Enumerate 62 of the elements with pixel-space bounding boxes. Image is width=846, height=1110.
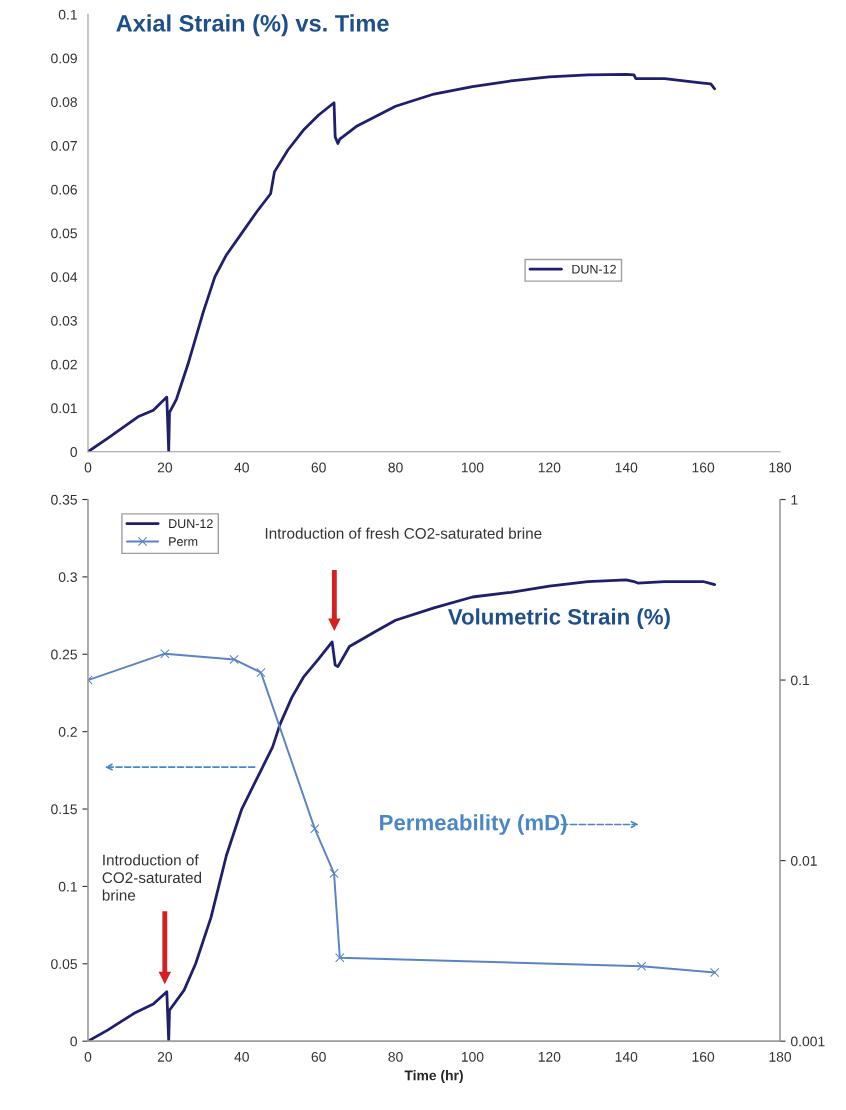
y-tick-label: 0.25 [51,649,77,660]
point [636,961,647,971]
y-tick-label: 0.01 [51,403,77,414]
chart-title: Axial Strain (%) vs. Time [116,14,389,37]
legend-label: Perm [169,537,198,546]
y2-tick-label: 0.01 [790,855,817,866]
y-tick-label: 0 [70,1036,78,1047]
x-tick-label: 80 [388,1051,403,1062]
y-tick-label: 0.09 [51,53,77,64]
point [160,648,170,659]
y-tick-label: 0.35 [51,494,77,505]
y-tick-label: 0.05 [51,959,77,969]
x-tick-label: 20 [157,1051,173,1062]
point [310,824,320,834]
point [709,967,720,978]
line-series [87,578,717,1042]
y-tick-label: 0.1 [58,881,77,892]
point [256,667,266,678]
y2-tick-label: 0.001 [790,1036,825,1047]
x-tick-label: 100 [461,1051,484,1062]
x-tick-label: 0 [84,462,92,473]
x-tick-label: 120 [538,462,561,473]
annotation: Introduction of fresh CO2-saturated brine [265,527,542,539]
y-tick-label: 0.3 [58,572,77,583]
x-tick-label: 140 [615,462,638,473]
x-tick-label: 160 [692,1051,715,1062]
x-tick-label: 180 [769,1051,792,1062]
y-tick-label: 0.03 [51,315,77,326]
x-axis-title: Time (hr) [404,1070,463,1084]
y-tick-label: 0.2 [58,726,77,737]
point [335,953,345,963]
annotation: Volumetric Strain (%) [447,608,670,630]
y-tick-label: 0.15 [51,804,77,815]
point [329,868,339,879]
y-tick-label: 0.04 [51,272,78,282]
x-tick-label: 0 [84,1051,92,1062]
y-tick-label: 0.1 [58,9,77,20]
x-tick-label: 120 [538,1051,561,1062]
legend-label: DUN-12 [169,519,213,529]
x-tick-label: 40 [234,462,249,473]
x-tick-label: 80 [388,462,403,473]
annotation: Permeability (mD) [380,814,567,835]
x-tick-label: 180 [769,462,792,473]
x-tick-label: 20 [157,462,173,473]
y-tick-label: 0.02 [51,359,77,370]
y2-tick-label: 1 [791,494,798,505]
line-series [87,72,717,452]
y-tick-label: 0 [70,447,78,457]
x-tick-label: 60 [311,1051,326,1062]
y-tick-label: 0.08 [51,97,77,108]
x-tick-label: 100 [461,462,484,473]
x-tick-label: 160 [692,462,715,473]
legend-label: DUN-12 [572,264,616,274]
x-tick-label: 40 [234,1051,249,1062]
annotation: Introduction of CO2-saturated brine [102,854,202,901]
point [229,654,239,665]
y-tick-label: 0.07 [51,140,77,151]
y-tick-label: 0.05 [51,228,77,239]
y2-tick-label: 0.1 [790,675,810,686]
y-tick-label: 0.06 [51,184,77,195]
x-tick-label: 60 [311,462,326,473]
x-tick-label: 140 [615,1051,638,1062]
